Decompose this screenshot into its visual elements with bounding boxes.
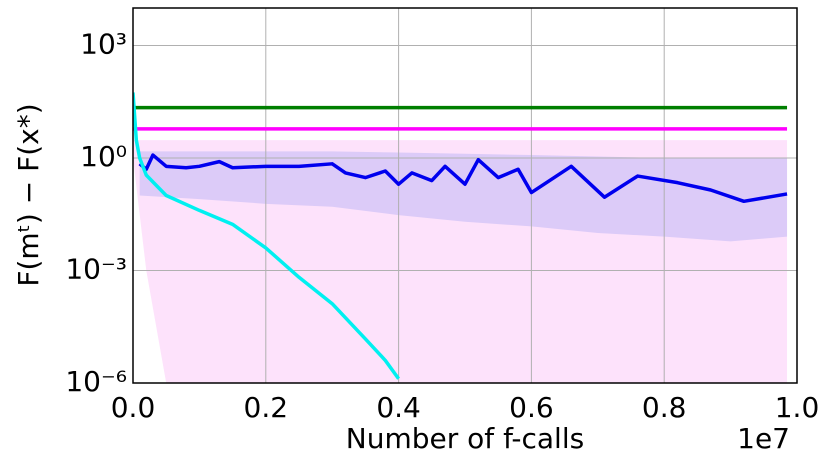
x-tick-label: 1.0	[775, 391, 820, 424]
x-offset-label: 1e7	[737, 422, 790, 455]
y-tick-label: 10⁻³	[65, 253, 127, 286]
y-tick-label: 10⁰	[80, 140, 127, 173]
plot-frame	[132, 7, 798, 384]
x-tick-label: 0.8	[642, 391, 687, 424]
line	[138, 153, 788, 204]
x-tick-label: 0.4	[376, 391, 421, 424]
y-axis-label: F(mᵗ) − F(x*)	[12, 103, 45, 286]
y-tick-label: 10⁻⁶	[65, 365, 127, 398]
x-tick-label: 0.2	[244, 391, 289, 424]
band	[139, 151, 788, 242]
line	[133, 92, 401, 380]
x-tick-label: 0.0	[111, 391, 156, 424]
x-axis-label: Number of f-calls	[346, 422, 584, 455]
plot-area	[133, 8, 797, 383]
y-tick-label: 10³	[80, 28, 127, 61]
x-tick-label: 0.6	[509, 391, 554, 424]
